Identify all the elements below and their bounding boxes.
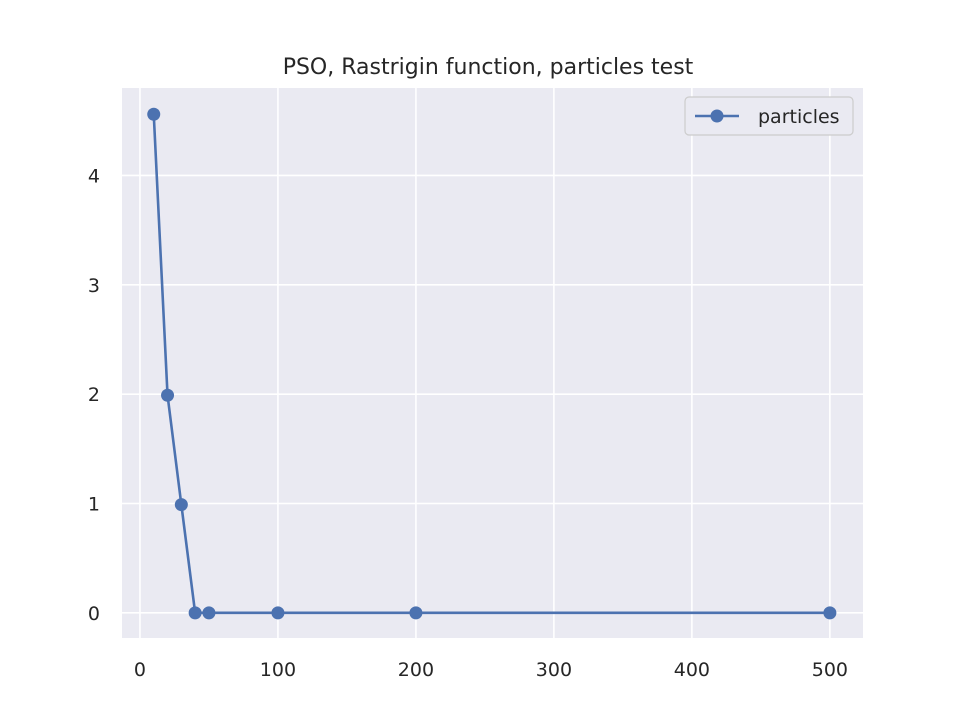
y-tick-label: 0 <box>88 603 100 625</box>
data-point <box>188 606 202 620</box>
x-tick-label: 0 <box>134 659 146 681</box>
series-line-particles <box>152 114 830 615</box>
x-tick-label: 400 <box>674 659 710 681</box>
legend-label: particles <box>758 106 840 128</box>
y-tick-label: 4 <box>88 165 100 187</box>
x-tick-label: 200 <box>398 659 434 681</box>
chart-title: PSO, Rastrigin function, particles test <box>283 55 694 80</box>
data-point <box>147 107 161 121</box>
x-tick-label: 500 <box>812 659 848 681</box>
y-axis: 0 1 2 3 4 <box>88 165 100 624</box>
plot-area <box>122 88 863 638</box>
series-layer <box>147 107 837 620</box>
data-point <box>271 606 285 620</box>
y-tick-label: 1 <box>88 494 100 516</box>
legend-marker <box>710 109 724 123</box>
data-point <box>174 498 188 512</box>
y-tick-label: 3 <box>88 275 100 297</box>
legend: particles <box>684 96 854 136</box>
x-tick-label: 300 <box>536 659 572 681</box>
data-point <box>409 606 423 620</box>
data-point <box>202 606 216 620</box>
y-tick-label: 2 <box>88 384 100 406</box>
x-tick-label: 100 <box>260 659 296 681</box>
data-point <box>161 388 175 402</box>
legend-box <box>684 96 854 136</box>
data-point <box>823 606 837 620</box>
x-axis: 0 100 200 300 400 500 <box>134 659 848 681</box>
